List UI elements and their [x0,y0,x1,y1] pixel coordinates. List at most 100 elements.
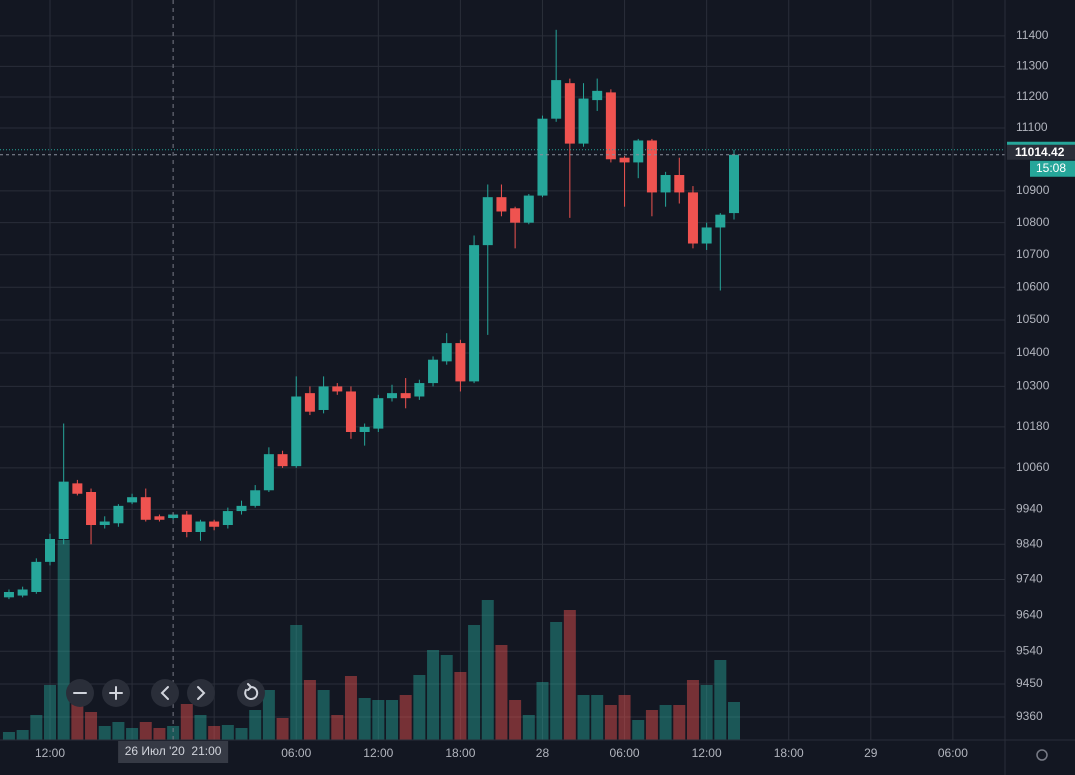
y-tick-label: 9840 [1016,536,1043,550]
candle-body [687,192,698,244]
x-tick-label: 18:00 [774,746,804,760]
volume-bar [618,695,631,740]
x-tick-label: 12:00 [35,746,65,760]
volume-bar [126,728,139,740]
candle-body [564,83,575,144]
volume-bar [85,712,98,740]
candle-body [400,393,411,399]
candle-body [619,157,630,163]
zoom-controls [66,679,265,707]
y-tick-label: 9740 [1016,572,1043,586]
candle-body [304,393,315,412]
scroll-left-button[interactable] [151,679,179,707]
candle-body [359,426,370,433]
candle-body [181,514,192,533]
candle-body [729,154,739,214]
candle-body [633,140,644,163]
volume-bar [344,676,357,740]
candle-body [332,386,343,392]
candle-body [387,393,397,399]
candle-body [263,454,274,491]
volume-bar [495,645,508,740]
volume-bar [700,685,713,740]
candle-body [701,227,712,244]
volume-bar [44,685,56,740]
y-tick-label: 10900 [1016,183,1050,197]
volume-bar [16,730,29,740]
volume-bar [221,725,234,740]
settings-button[interactable] [1036,749,1048,761]
volume-bar [481,600,494,740]
volume-bar [536,682,549,740]
candle-body [592,90,603,101]
candle-body [3,591,14,598]
candle-body [154,516,165,520]
x-tick-label: 06:00 [610,746,640,760]
x-tick-label: 12:00 [363,746,393,760]
candle-body [140,497,151,520]
volume-bar [591,695,604,740]
last-price-box [1007,143,1075,160]
reset-button[interactable] [237,679,265,707]
volume-bar [440,655,453,740]
x-tick-label: 29 [864,746,878,760]
candle-body [605,92,616,160]
volume-bar [728,702,740,740]
volume-bar [249,710,262,740]
volume-bar [632,720,645,740]
candle-body [72,483,83,494]
volume-bar [522,715,535,740]
y-tick-label: 11300 [1016,58,1049,72]
volume-bar [167,726,180,740]
candle-body [345,391,356,433]
candle-body [31,561,42,592]
candle-body [496,197,507,212]
volume-bar [686,680,699,740]
crosshair-label-box [118,741,229,763]
countdown-box [1030,160,1075,177]
volume-bar [112,722,125,740]
y-tick-label: 10400 [1016,345,1050,359]
volume-bar [714,660,727,740]
volume-bar [550,622,563,740]
candle-body [482,197,493,246]
volume-bar [290,625,303,740]
volume-bar [30,715,43,740]
candle-body [58,481,69,540]
y-tick-label: 11200 [1016,89,1049,103]
volume-bar [509,700,522,740]
candle-body [646,140,657,193]
candle-body [373,398,384,429]
candle-body [195,521,206,533]
y-tick-label: 10060 [1016,460,1050,474]
candle-body [209,521,220,527]
candle-body [414,383,425,397]
candle-body [86,492,97,526]
candle-body [551,80,562,119]
candle-body [236,505,247,512]
candle-body [277,454,288,467]
grid [0,0,1005,740]
candle-body [250,490,261,506]
volume-bar [604,705,617,740]
scroll-right-button[interactable] [187,679,215,707]
candle-body [113,505,124,524]
volume-bar [577,695,590,740]
y-tick-label: 9940 [1016,502,1043,516]
candle-body [45,539,55,562]
candle-body [537,118,548,196]
candle-body [222,511,233,526]
volume-bar [71,700,84,740]
volume-bar [235,728,248,740]
y-tick-label: 10600 [1016,279,1050,293]
volume-bar [2,732,15,740]
volume-bar [659,705,672,740]
candle-body [578,98,589,144]
volume-bar [153,728,166,740]
x-tick-label: 06:00 [281,746,311,760]
y-tick-label: 11400 [1016,28,1049,42]
volume-bar [194,715,207,740]
